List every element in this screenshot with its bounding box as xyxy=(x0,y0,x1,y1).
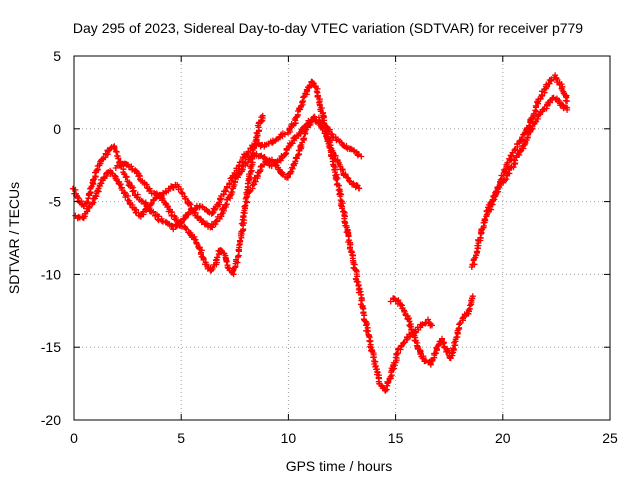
data-points xyxy=(69,72,571,394)
y-tick-label: -10 xyxy=(41,266,61,282)
series-track-e xyxy=(387,293,476,368)
series-markers xyxy=(69,78,435,394)
series-markers xyxy=(112,113,365,231)
series-track-g xyxy=(486,72,571,213)
series-markers xyxy=(246,115,363,196)
x-tick-label: 20 xyxy=(495,430,511,446)
chart-title: Day 295 of 2023, Sidereal Day-to-day VTE… xyxy=(73,20,583,36)
series-markers xyxy=(486,72,571,213)
series-track-a xyxy=(69,78,435,394)
series-markers xyxy=(387,293,476,368)
series-track-b xyxy=(72,112,266,278)
x-tick-label: 5 xyxy=(177,430,185,446)
axis-ticks xyxy=(73,55,611,421)
x-tick-label: 0 xyxy=(70,430,78,446)
x-tick-label: 10 xyxy=(281,430,297,446)
y-tick-label: -5 xyxy=(49,194,62,210)
y-tick-labels: -20 -15 -10 -5 0 5 xyxy=(41,48,61,428)
y-tick-label: -15 xyxy=(41,339,61,355)
y-axis-title: SDTVAR / TECUs xyxy=(6,182,22,294)
series-track-c xyxy=(112,113,365,231)
series-track-d xyxy=(246,115,363,196)
x-axis-title: GPS time / hours xyxy=(286,458,393,474)
x-tick-label: 15 xyxy=(388,430,404,446)
y-tick-label: -20 xyxy=(41,412,61,428)
y-tick-label: 5 xyxy=(53,48,61,64)
x-tick-label: 25 xyxy=(602,430,618,446)
series-markers xyxy=(72,112,266,278)
y-tick-label: 0 xyxy=(53,121,61,137)
x-tick-labels: 0 5 10 15 20 25 xyxy=(70,430,618,446)
plot-frame xyxy=(73,55,611,421)
